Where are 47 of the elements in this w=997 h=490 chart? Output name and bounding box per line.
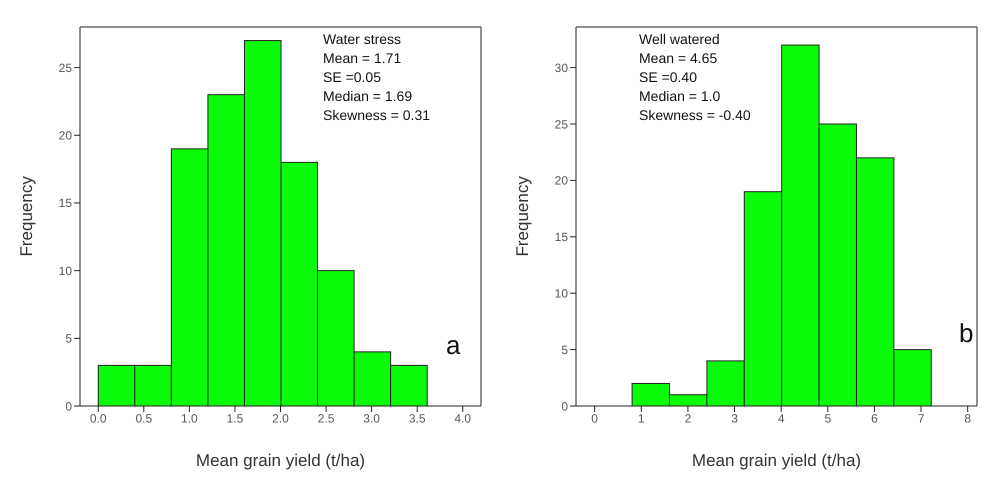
y-tick-label: 0: [65, 399, 72, 414]
x-tick-label: 1: [638, 412, 645, 426]
text: Mean = 4.65: [639, 50, 718, 66]
text: Well watered: [639, 31, 720, 47]
text: SE =0.05: [323, 69, 381, 85]
text: Water stress: [323, 31, 402, 47]
y-tick-label: 0: [561, 399, 568, 414]
x-tick-label: 4.0: [454, 412, 472, 426]
x-tick-label: 0.5: [135, 412, 152, 426]
y-axis-title: Frequency: [17, 176, 36, 256]
x-tick-label: 2.0: [272, 412, 290, 426]
x-tick-label: 0: [591, 412, 598, 426]
text: Median = 1.69: [323, 88, 412, 104]
y-tick-label: 25: [58, 60, 72, 75]
y-tick-label: 15: [58, 196, 72, 210]
text: SE =0.40: [639, 69, 697, 85]
x-tick-label: 0.0: [90, 412, 107, 426]
x-tick-label: 7: [918, 412, 925, 426]
x-tick-label: 3.5: [408, 412, 426, 426]
x-tick-label: 1.5: [226, 412, 244, 426]
y-tick-label: 10: [58, 264, 72, 278]
x-tick-label: 5: [824, 412, 832, 426]
x-tick-label: 2.5: [318, 412, 335, 426]
x-tick-label: 3.0: [363, 412, 380, 426]
y-axis-title: Frequency: [513, 176, 532, 256]
text: Median = 1.0: [639, 88, 720, 104]
y-tick-label: 25: [554, 117, 568, 132]
text: Skewness = -0.40: [639, 107, 751, 123]
y-tick-label: 10: [554, 286, 568, 300]
text: Skewness = 0.31: [323, 107, 430, 123]
x-axis-title: Mean grain yield (t/ha): [692, 451, 862, 470]
x-axis-title: Mean grain yield (t/ha): [196, 451, 366, 470]
annotation: b: [959, 318, 974, 349]
text: Mean = 1.71: [323, 50, 402, 66]
y-tick-label: 5: [561, 342, 568, 357]
x-tick-label: 3: [731, 412, 738, 426]
x-tick-label: 6: [871, 412, 878, 426]
y-tick-label: 20: [554, 174, 568, 188]
x-tick-label: 2: [684, 412, 692, 426]
y-tick-label: 20: [58, 128, 72, 143]
annotation: a: [446, 330, 460, 361]
x-tick-label: 8: [964, 412, 972, 426]
x-tick-label: 4: [778, 412, 785, 426]
y-tick-label: 15: [554, 230, 568, 244]
y-tick-label: 5: [65, 332, 72, 346]
x-tick-label: 1.0: [181, 412, 198, 426]
y-tick-label: 30: [554, 60, 568, 75]
